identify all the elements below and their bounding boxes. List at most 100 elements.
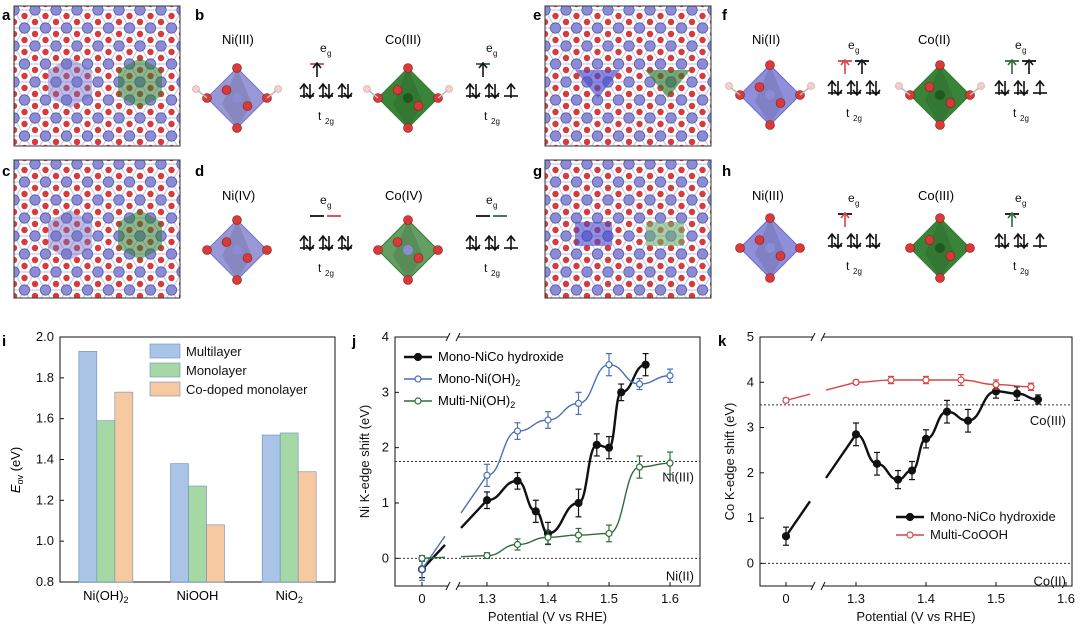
lattice-bond [14,118,15,120]
metal-atom [666,303,676,313]
oxygen-atom [52,244,60,252]
oxygen-atom [667,172,675,180]
oxygen-atom [73,66,81,74]
oxygen-atom [126,190,133,198]
oxygen-atom [14,172,18,180]
oxygen-atom [158,149,164,155]
metal-atom [549,58,562,70]
oxygen-atom [657,108,664,116]
oxygen-atom [545,30,549,38]
metal-atom [623,112,635,124]
oxygen-atom [605,149,611,155]
oxygen-atom [0,263,6,269]
data-point-j-1 [544,416,552,424]
spin-down-head [871,242,881,250]
oxygen-atom [594,36,601,44]
metal-atom [591,176,604,188]
metal-atom [696,94,709,106]
y-axis-label-j: Ni K-edge shift (eV) [357,405,372,518]
x-tick-label-j: 1.4 [539,591,557,606]
oxygen-atom [242,101,253,111]
oxygen-atom [604,30,612,38]
metal-atom [60,248,73,260]
metal-atom [644,160,656,170]
lattice-bond [524,308,535,326]
metal-atom [60,284,73,296]
metal-atom [155,112,167,124]
metal-atom [545,6,551,16]
lattice-structure-g [524,141,728,326]
metal-atom [71,230,83,242]
oxygen-atom [42,36,49,44]
oxygen-atom [136,30,144,38]
oxygen-atom [562,220,570,228]
lattice-bond [0,146,4,164]
metal-atom [60,212,73,224]
oxygen-atom [136,18,144,26]
d-config-co-ii-f: e g t 2g [994,38,1047,123]
metal-atom [0,285,9,295]
metal-atom [718,23,728,33]
oxygen-atom [636,84,643,92]
metal-atom [549,176,562,188]
oxygen-atom [115,292,123,298]
oxygen-atom [84,202,91,210]
metal-atom [686,112,698,124]
oxygen-atom [646,292,654,298]
oxygen-atom [562,18,570,26]
oxygen-atom [31,184,39,192]
lattice-bond [724,136,735,154]
oxygen-atom [189,49,195,55]
oxygen-atom [625,208,633,216]
oxygen-atom [413,101,424,111]
y-tick-label-i: 1.8 [36,370,54,385]
spin-up-head [506,234,516,242]
oxygen-atom [14,244,18,252]
oxygen-atom [147,48,154,56]
oxygen-atom [573,108,580,116]
oxygen-atom [157,138,165,146]
lattice-bond [119,308,130,326]
oxygen-atom [604,18,612,26]
oxygen-atom [136,280,144,288]
oxygen-atom [42,108,49,116]
oxygen-atom [699,299,705,305]
ni-polyhedron-highlight-a [48,58,92,108]
metal-atom [92,266,104,278]
oxygen-atom [594,12,601,20]
bar-multilayer [170,463,189,583]
oxygen-atom [94,90,102,98]
octahedron-ni-h [735,213,805,283]
oxygen-atom [179,149,185,155]
oxygen-atom [594,166,601,174]
oxygen-atom [531,311,537,317]
metal-atom [718,141,728,151]
oxygen-atom [21,262,28,270]
metal-atom [72,303,82,313]
oxygen-atom [636,202,643,210]
metal-atom [71,194,83,206]
metal-center [232,93,242,103]
oxygen-atom [531,37,537,43]
oxygen-atom [32,0,38,1]
y-tick-label-i: 1.2 [36,492,54,507]
legend-label-i: Multilayer [186,344,242,359]
panel-label-e: e [533,7,541,24]
oxygen-atom [562,102,570,110]
ion-label-h-left: Ni(III) [752,188,784,203]
oxygen-atom [573,12,580,20]
oxygen-atom [95,149,101,155]
oxygen-atom [615,299,621,305]
oxygen-atom [63,36,70,44]
oxygen-atom [73,30,81,38]
oxygen-atom [42,72,49,80]
spin-down-head [871,89,881,97]
lattice-bond [682,308,693,326]
x-tick-label-j: 1.6 [661,591,679,606]
oxygen-atom [636,120,643,128]
y-tick-label-k: 5 [747,329,754,344]
oxygen-atom [775,98,786,108]
x-axis-label-j: Potential (V vs RHE) [488,609,607,624]
oxygen-atom [31,292,39,298]
lattice-bond [545,270,546,272]
